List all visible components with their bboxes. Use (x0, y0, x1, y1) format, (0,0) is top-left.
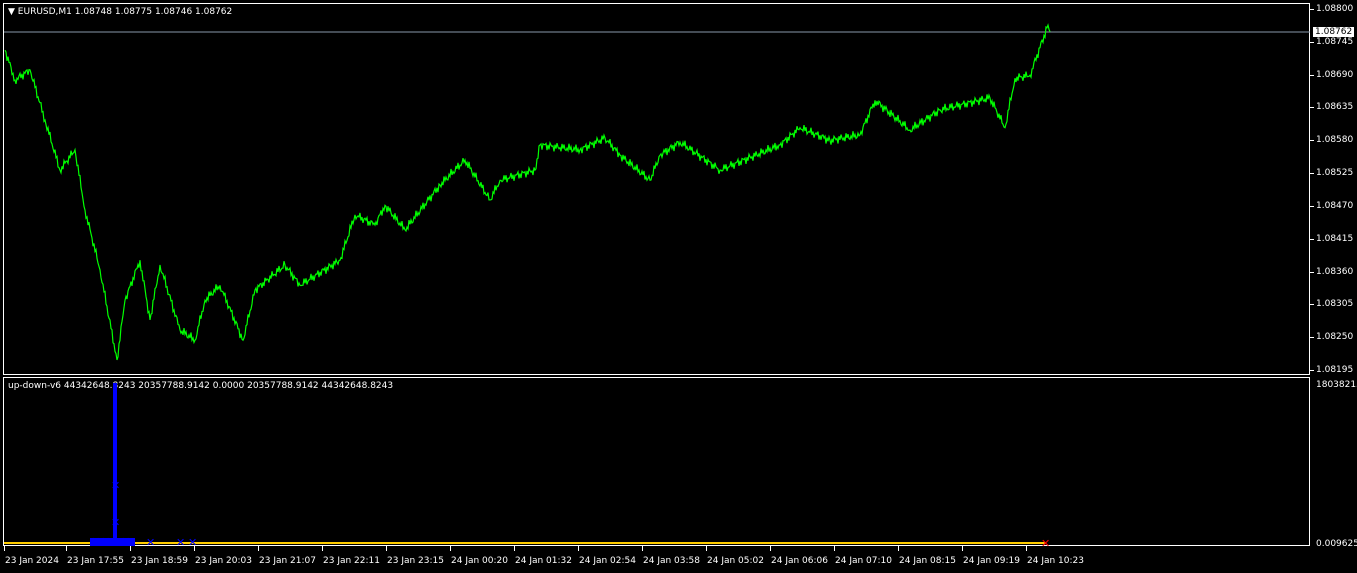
x-tick-label: 24 Jan 05:02 (707, 556, 764, 566)
current-price-label: 1.08762 (1313, 27, 1355, 37)
x-tick-label: 24 Jan 00:20 (451, 556, 508, 566)
indicator-axis-bottom: 0.0096253 (1316, 539, 1357, 549)
x-tick-label: 24 Jan 01:32 (515, 556, 572, 566)
y-tick-label: 1.08360 (1316, 266, 1354, 277)
chart-title: ▼ EURUSD,M1 1.08748 1.08775 1.08746 1.08… (8, 7, 232, 17)
x-tick (1026, 546, 1027, 551)
indicator-label: up-down-v6 44342648.8243 20357788.9142 0… (8, 381, 394, 391)
y-tick (1310, 74, 1314, 76)
x-tick (706, 546, 707, 551)
x-tick-label: 24 Jan 08:15 (899, 556, 956, 566)
y-tick (1310, 9, 1314, 10)
y-tick-label: 1.08195 (1316, 365, 1354, 375)
y-tick (1310, 140, 1314, 142)
x-tick (258, 546, 259, 551)
x-tick (194, 546, 195, 551)
indicator-axis-top: 180382133 (1316, 380, 1357, 390)
x-tick (66, 546, 67, 551)
y-tick-label: 1.08415 (1316, 233, 1354, 244)
y-tick-label: 1.08635 (1316, 102, 1354, 113)
x-tick (4, 546, 5, 551)
indicator-buffer-marks: ✕✕✕✕✕✕✕✕ (90, 383, 197, 549)
x-tick-label: 23 Jan 23:15 (387, 556, 444, 566)
y-tick (1310, 238, 1314, 240)
price-series-line (4, 23, 1051, 361)
y-tick (1310, 107, 1314, 109)
x-tick (834, 546, 835, 551)
x-tick-label: 23 Jan 2024 (5, 556, 59, 566)
x-tick (898, 546, 899, 551)
x-tick-label: 23 Jan 21:07 (259, 556, 316, 566)
x-tick-label: 24 Jan 03:58 (643, 556, 700, 566)
x-tick (450, 546, 451, 551)
x-tick (962, 546, 963, 551)
indicator-cross-icon: ✕ (188, 536, 197, 549)
y-tick-label: 1.08580 (1316, 135, 1354, 146)
y-tick-label: 1.08745 (1316, 36, 1354, 47)
x-tick (770, 546, 771, 551)
x-tick-label: 23 Jan 18:59 (131, 556, 188, 566)
y-tick (1310, 205, 1314, 207)
x-tick (130, 546, 131, 551)
y-tick-label: 1.08690 (1316, 69, 1354, 80)
indicator-pane[interactable]: up-down-v6 44342648.8243 20357788.9142 0… (3, 377, 1310, 546)
x-tick-label: 24 Jan 06:06 (771, 556, 828, 566)
y-tick-label: 1.08800 (1316, 4, 1354, 14)
y-tick (1310, 337, 1314, 339)
y-tick (1310, 370, 1314, 371)
y-tick-label: 1.08250 (1316, 332, 1354, 343)
indicator-cross-icon: ✕ (111, 479, 120, 492)
x-tick-label: 24 Jan 10:23 (1027, 556, 1084, 566)
x-tick (514, 546, 515, 551)
x-tick-label: 24 Jan 09:19 (963, 556, 1020, 566)
x-tick (642, 546, 643, 551)
ohlc-values: 1.08748 1.08775 1.08746 1.08762 (74, 7, 233, 17)
y-tick (1310, 304, 1314, 306)
y-tick (1310, 271, 1314, 273)
x-tick (386, 546, 387, 551)
indicator-cross-icon: ✕ (146, 536, 155, 549)
x-tick (578, 546, 579, 551)
x-tick-label: 23 Jan 17:55 (67, 556, 124, 566)
symbol-label: EURUSD,M1 (17, 7, 72, 17)
x-tick-label: 24 Jan 07:10 (835, 556, 892, 566)
indicator-cluster (90, 538, 135, 546)
signal-cross-icon: ✕ (1041, 537, 1050, 550)
y-tick-label: 1.08470 (1316, 200, 1354, 211)
indicator-cross-icon: ✕ (176, 536, 185, 549)
y-tick (1310, 41, 1314, 43)
x-tick (322, 546, 323, 551)
price-chart-pane[interactable]: ▼ EURUSD,M1 1.08748 1.08775 1.08746 1.08… (3, 3, 1310, 375)
x-tick-label: 23 Jan 22:11 (323, 556, 380, 566)
x-tick-label: 24 Jan 02:54 (579, 556, 636, 566)
y-tick-label: 1.08525 (1316, 168, 1354, 179)
y-tick (1310, 173, 1314, 175)
x-tick-label: 23 Jan 20:03 (195, 556, 252, 566)
indicator-cross-icon: ✕ (111, 516, 120, 529)
chart-menu-triangle-icon[interactable]: ▼ (8, 7, 15, 17)
y-tick-label: 1.08305 (1316, 299, 1354, 310)
